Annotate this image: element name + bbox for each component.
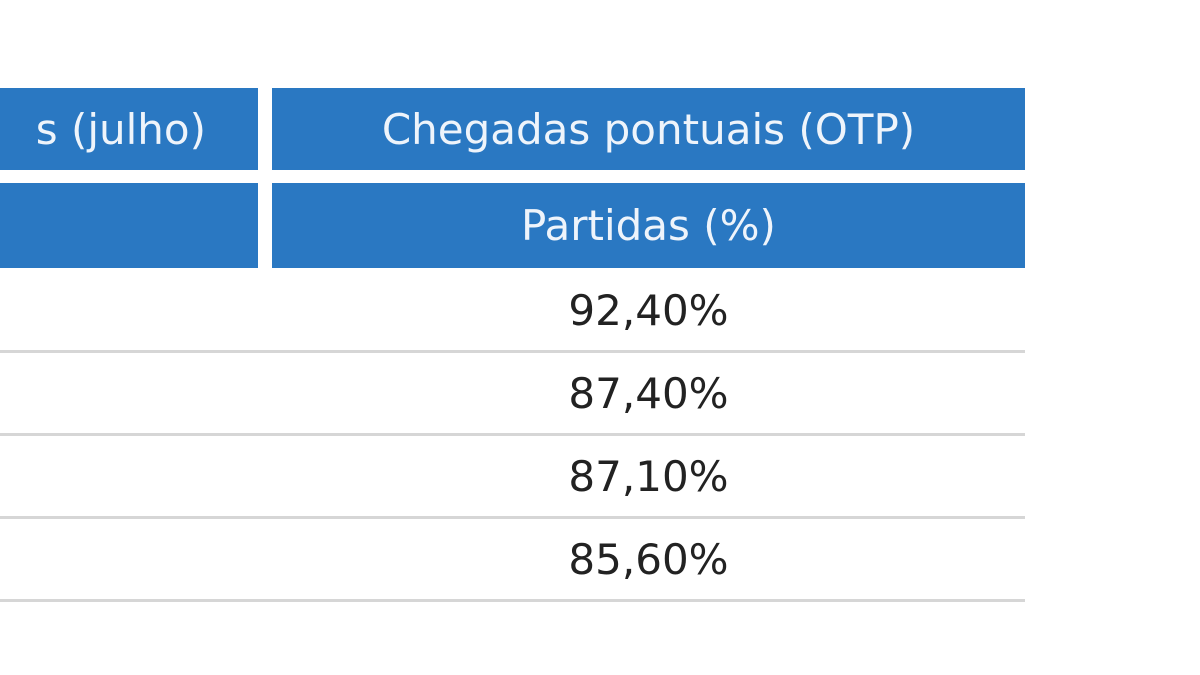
header-cell-empty bbox=[0, 183, 258, 268]
row-rule bbox=[0, 433, 272, 436]
header-cell: Chegadas pontuais (OTP) bbox=[272, 88, 1025, 170]
cell-value: 92,40% bbox=[272, 271, 1025, 353]
row-rule bbox=[0, 516, 272, 519]
header-cell: Partidas (%) bbox=[272, 183, 1025, 268]
cell-value: 87,10% bbox=[272, 437, 1025, 519]
cell-value: 85,60% bbox=[272, 520, 1025, 602]
cell-value: 87,40% bbox=[272, 354, 1025, 436]
header-cell: s (julho) bbox=[0, 88, 258, 170]
row-rule bbox=[0, 350, 272, 353]
row-rule bbox=[0, 599, 272, 602]
